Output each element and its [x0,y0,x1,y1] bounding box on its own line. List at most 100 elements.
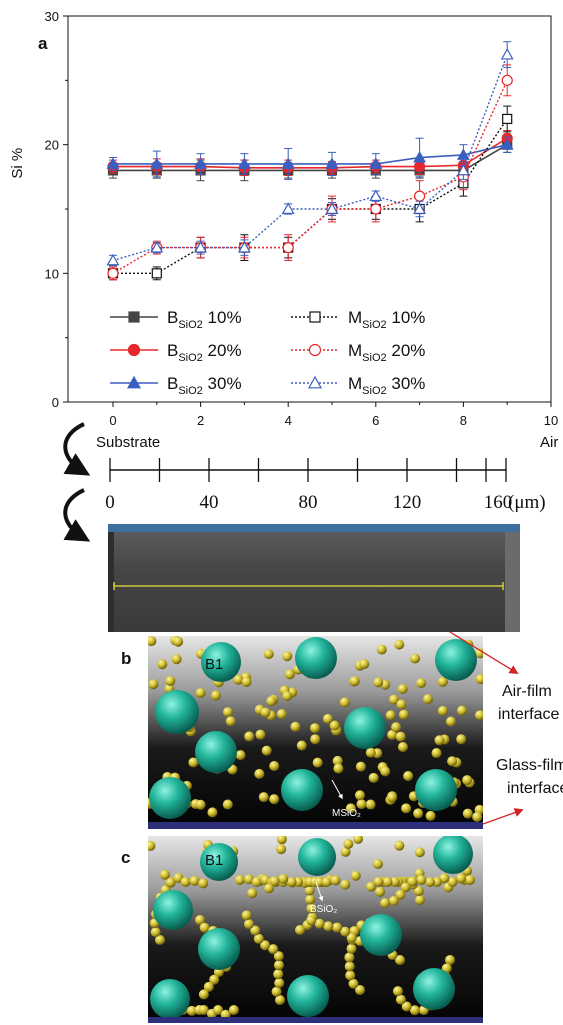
data-point [500,138,514,150]
silica-chain-particle [373,876,384,887]
silica-chain-particle [274,978,285,989]
silica-chain-particle [465,875,475,885]
silica-chain-particle [388,895,399,906]
data-point [151,268,162,279]
silica-nanoparticle [340,846,351,857]
teal-particle [344,707,386,749]
silica-nanoparticle [373,677,384,688]
substrate-air-labels: Substrate Air [96,434,558,451]
silica-chain-particle [273,960,284,971]
silica-chain-particle [304,885,315,896]
silica-nanoparticle [276,836,287,845]
teal-particle [195,731,237,773]
silica-nanoparticle [403,770,414,781]
x-tick-label: 2 [197,413,204,428]
silica-chain-particle [323,921,334,932]
substrate-label: Substrate [96,434,160,451]
silica-nanoparticle [148,679,159,690]
data-point [281,202,295,214]
data-point [107,267,119,279]
silica-chain-particle [241,910,252,921]
series-line [113,143,508,172]
silica-nanoparticle [434,735,445,746]
silica-chain-particle [295,925,305,935]
schematic-c-annotation: BSiO₂ [310,904,337,915]
series-B-10% [107,136,513,182]
curved-arrows [63,422,91,542]
silica-nanoparticle [365,799,376,810]
series-line [113,137,508,169]
silica-chain-particle [278,873,289,884]
data-point [237,240,251,253]
silica-chain-particle [198,989,209,1000]
data-point [126,375,142,389]
silica-nanoparticle [276,844,287,855]
silica-nanoparticle [290,721,301,732]
silica-nanoparticle [340,879,351,890]
silica-nanoparticle [241,676,252,687]
silica-nanoparticle [322,713,333,724]
micron-tick-label: 120 [393,492,422,513]
silica-nanoparticle [391,722,402,733]
teal-particle [435,639,477,681]
teal-particle [153,890,193,930]
interface-labels: Air-film interface Glass-film interface [496,683,563,797]
silica-chain-particle [314,918,325,929]
micron-unit-label: (μm) [508,492,546,513]
silica-nanoparticle [266,696,277,707]
teal-particle [287,975,329,1017]
silica-chain-particle [439,873,450,884]
silica-nanoparticle [475,674,483,685]
air-film-arrow [449,631,519,674]
data-point [414,190,426,202]
curved-arrow-1 [63,422,91,476]
silica-chain-particle [250,925,261,936]
silica-nanoparticle [387,792,398,803]
silica-nanoparticle [431,748,442,759]
silica-nanoparticle [437,705,448,716]
silica-chain-particle [355,985,365,995]
silica-chain-particle [213,1005,224,1015]
silica-nanoparticle [165,675,176,686]
data-point [369,157,383,169]
silica-nanoparticle [349,676,360,687]
schematic-b-particle-label: B1 [205,656,223,673]
sem-left-edge [108,532,114,632]
schematic-b-substrate [148,822,483,829]
legend-label: BSiO2 10% [167,308,242,331]
silica-chain-particle [269,876,280,887]
silica-chain-particle [186,1005,197,1016]
data-point [413,202,427,214]
series-line [113,118,508,275]
silica-nanoparticle [332,755,343,766]
silica-nanoparticle [356,799,367,810]
silica-chain-particle [189,875,200,886]
silica-nanoparticle [269,794,280,805]
data-point [500,47,514,60]
silica-chain-particle [413,886,424,897]
silica-nanoparticle [171,654,182,665]
teal-particle [433,836,473,874]
silica-chain-particle [286,877,297,887]
silica-nanoparticle [329,720,340,731]
silica-chain-particle [199,922,210,933]
data-point [127,343,141,357]
series-line [113,143,508,165]
air-label: Air [540,434,558,451]
data-point [281,157,295,169]
silica-chain-particle [243,919,254,930]
teal-particle [413,968,455,1010]
data-point [237,157,251,169]
silica-nanoparticle [372,859,383,870]
series-B-20% [107,130,513,177]
panel-label-b: b [121,649,132,668]
silica-chain-particle [344,961,355,972]
teal-particle [281,769,323,811]
silica-nanoparticle [225,716,236,727]
curved-arrow-2 [63,488,91,542]
silica-chain-particle [306,903,317,914]
x-tick-label: 10 [544,413,558,428]
silica-nanoparticle [258,792,269,803]
silica-chain-particle [195,915,205,925]
sem-top-bar [108,524,520,532]
